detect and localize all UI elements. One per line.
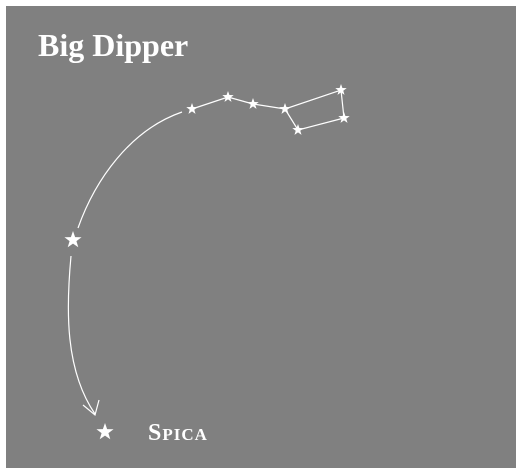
dipper-lines	[191, 89, 345, 131]
arc-line	[77, 111, 183, 229]
spica-label: Spica	[148, 420, 208, 446]
arrow-head	[82, 399, 100, 417]
title: Big Dipper	[38, 27, 188, 63]
arc-arrow-line	[67, 255, 96, 415]
background	[6, 6, 516, 468]
